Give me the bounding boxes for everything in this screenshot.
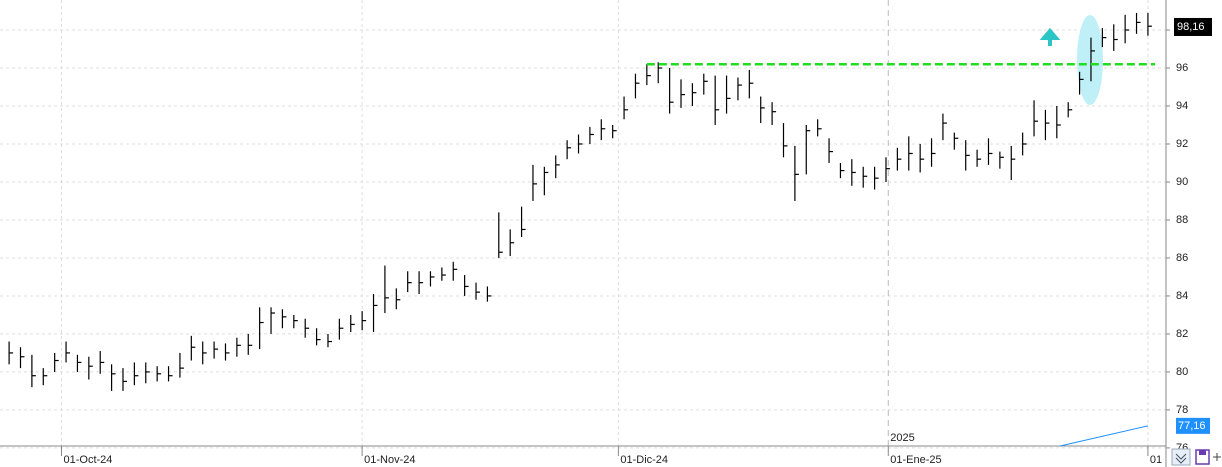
y-tick-label: 90: [1176, 176, 1188, 188]
x-tick-label: 01-Dic-24: [620, 454, 668, 466]
y-tick-label: 88: [1176, 214, 1188, 226]
x-tick-label: 01: [1150, 454, 1162, 466]
x-tick-label: 01-Oct-24: [63, 454, 112, 466]
plot: 77,16 98,16: [8, 12, 1212, 447]
y-tick-label: 80: [1176, 366, 1188, 378]
save-icon: [1199, 450, 1206, 455]
y-tick-label: 92: [1176, 138, 1188, 150]
scroll-icon: [1175, 453, 1187, 464]
year-label: 2025: [890, 432, 914, 444]
indicator-line: [1059, 425, 1149, 447]
x-tick-label: 01-Ene-25: [890, 454, 941, 466]
highlight-ellipse: [1077, 15, 1103, 105]
y-tick-label: 96: [1176, 62, 1188, 74]
last-price-label: 98,16: [1177, 21, 1205, 33]
last-price-box: [1174, 17, 1212, 36]
scroll-button[interactable]: [1171, 448, 1191, 466]
indicator-label: 77,16: [1178, 420, 1206, 432]
indicator-box: [1176, 417, 1210, 434]
y-tick-label: 86: [1176, 252, 1188, 264]
y-tick-label: 78: [1176, 404, 1188, 416]
grid: 76788082848688909294969801-Oct-2401-Nov-…: [0, 0, 1188, 466]
y-tick-label: 94: [1176, 100, 1188, 112]
up-arrow: [1039, 27, 1061, 46]
x-tick-label: 01-Nov-24: [364, 454, 415, 466]
add-button[interactable]: [1213, 453, 1221, 461]
y-tick-label: 84: [1176, 290, 1188, 302]
y-tick-label: 82: [1176, 328, 1188, 340]
